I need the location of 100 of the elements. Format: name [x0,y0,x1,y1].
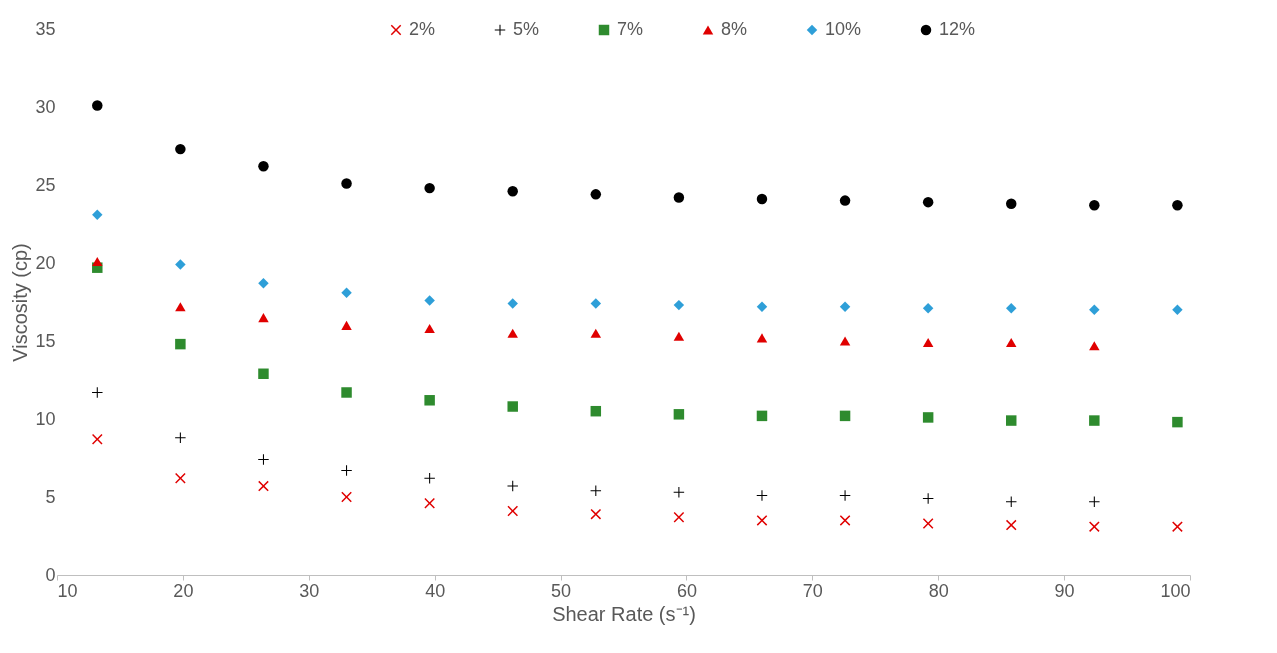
point [424,323,435,334]
point [424,182,435,194]
point [590,189,602,200]
x-tick-label: 90 [1054,580,1075,601]
legend-label: 12% [939,19,976,39]
point [1005,415,1017,426]
point [1172,200,1183,211]
y-tick-label: 15 [35,330,56,351]
x-tick-label: 70 [802,580,823,601]
point [175,473,186,484]
y-axis-title: Viscosity (cp) [9,243,32,362]
x-tick-label: 100 [1160,580,1191,601]
point [922,338,934,348]
point [839,195,851,206]
legend-label: 10% [825,19,862,39]
point [922,518,934,529]
point [175,143,186,155]
point [839,410,851,422]
point [839,301,851,312]
point [424,395,435,406]
point [1005,519,1017,531]
point [92,256,103,266]
point [590,328,602,338]
point [673,487,685,498]
point [507,298,518,309]
point [839,336,851,346]
x-tick-label: 30 [299,580,320,601]
point [175,259,186,270]
point [175,432,186,443]
point [922,412,934,423]
point [507,480,518,492]
point [673,192,685,203]
y-tick-label: 35 [35,18,56,39]
point [922,196,934,208]
point [1172,304,1183,316]
point [1089,521,1100,532]
point [424,498,435,509]
point [507,186,518,197]
x-tick-label: 60 [676,580,697,601]
point [258,313,269,323]
point [756,301,768,312]
point [1089,496,1100,507]
point [1005,198,1017,209]
point [922,493,934,504]
point [673,512,685,523]
legend-label: 2% [409,19,436,39]
point [258,480,269,492]
point [92,100,103,111]
point [1005,338,1017,348]
point [424,295,435,306]
point [424,473,435,484]
point [839,490,851,501]
point [175,338,186,350]
point [341,287,352,298]
point [507,505,518,517]
point [590,485,602,496]
y-tick-label: 25 [35,174,56,195]
point [673,331,685,341]
point [341,387,352,398]
point [1089,200,1100,211]
legend-label: 5% [513,19,540,39]
point [92,387,103,398]
y-tick-label: 0 [45,564,56,585]
y-tick-label: 10 [35,408,56,429]
x-tick-label: 50 [551,580,572,601]
point [1172,521,1183,532]
point [507,401,518,412]
point [258,454,269,465]
point [756,333,768,343]
x-tick-label: 80 [928,580,949,601]
legend-label: 8% [721,19,748,39]
x-tick-label: 20 [173,580,194,601]
point [175,302,186,312]
point [341,465,352,476]
point [756,193,768,205]
point [1005,496,1017,507]
point [590,405,602,417]
point [92,209,103,220]
point [590,508,602,520]
point [1005,303,1017,314]
point [341,320,352,330]
x-tick-label: 40 [425,580,446,601]
point [258,278,269,289]
point [341,178,352,189]
point [673,299,685,311]
point [922,303,934,314]
point [258,161,269,172]
y-tick-label: 30 [35,96,56,117]
point [507,328,518,338]
point [756,515,768,526]
point [1089,341,1100,351]
point [1089,304,1100,316]
point [1089,415,1100,426]
x-axis-title: Shear Rate (s⁻¹) [552,602,696,625]
point [839,515,851,526]
point [756,410,768,422]
point [756,490,768,501]
legend-label: 7% [617,19,644,39]
point [1172,416,1183,428]
point [673,409,685,420]
